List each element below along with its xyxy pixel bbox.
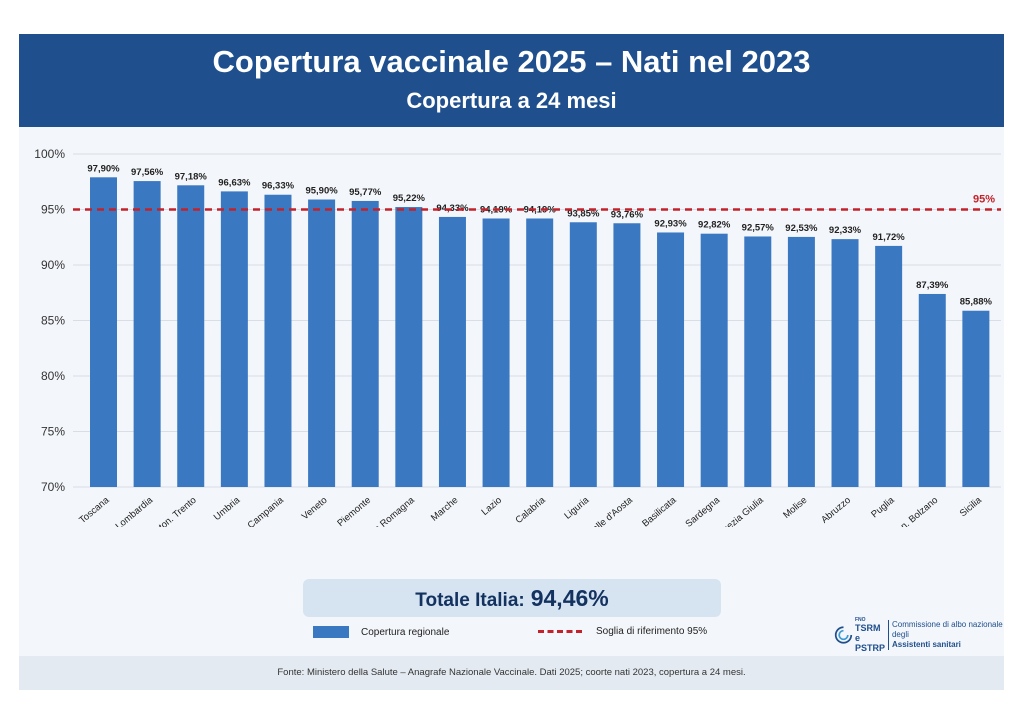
legend-line-swatch xyxy=(538,630,582,633)
total-value: 94,46% xyxy=(530,585,609,611)
x-tick-label: Lombardia xyxy=(114,494,156,527)
data-label: 95,22% xyxy=(393,193,426,204)
logo-swirl-icon xyxy=(834,626,853,644)
data-label: 92,57% xyxy=(742,222,775,233)
y-tick-label: 100% xyxy=(34,147,65,161)
bar-chart: 70% 75% 80% 85% 90% 95% 100% 97,90% Toscana 97,56… xyxy=(34,147,1001,527)
x-tick-label: Marche xyxy=(429,495,460,524)
x-tick-label: Veneto xyxy=(300,495,330,522)
legend-bar-item: Copertura regionale xyxy=(313,626,449,638)
y-tick-label: 90% xyxy=(41,258,65,272)
x-tick-label: Molise xyxy=(781,495,809,521)
y-tick-label: 80% xyxy=(41,369,65,383)
bar xyxy=(351,200,379,487)
data-label: 95,77% xyxy=(349,187,382,198)
bar xyxy=(657,232,685,487)
x-tick-label: Liguria xyxy=(562,494,591,521)
x-tick-label: Abruzzo xyxy=(819,495,853,526)
fno-tsrm-logo: FNO TSRM e PSTRP Commissione di albo naz… xyxy=(834,617,1004,653)
x-tick-label: Campania xyxy=(246,494,287,527)
bar xyxy=(133,181,161,488)
y-tick-label: 85% xyxy=(41,314,65,328)
data-label: 95,90% xyxy=(305,186,338,197)
x-tick-label: Sicilia xyxy=(958,494,985,519)
data-label: 91,72% xyxy=(873,232,906,243)
legend-line-label: Soglia di riferimento 95% xyxy=(596,626,708,637)
source-footer: Fonte: Ministero della Salute – Anagrafe… xyxy=(19,656,1004,690)
bar xyxy=(613,223,641,487)
threshold-label: 95% xyxy=(973,194,995,206)
y-tick-label: 75% xyxy=(41,425,65,439)
data-label: 93,76% xyxy=(611,209,644,220)
chart-subtitle: Copertura a 24 mesi xyxy=(406,88,617,113)
y-tick-label: 95% xyxy=(41,203,65,217)
data-label: 96,33% xyxy=(262,181,295,192)
bar xyxy=(308,199,336,487)
data-label: 87,39% xyxy=(916,280,949,291)
x-tick-label: Toscana xyxy=(77,494,112,526)
legend-line-item: Soglia di riferimento 95% xyxy=(538,626,707,637)
data-label: 97,56% xyxy=(131,167,164,178)
data-label: 92,33% xyxy=(829,225,862,236)
bar xyxy=(395,207,423,488)
bar xyxy=(177,185,205,487)
bar xyxy=(438,216,466,487)
data-label: 94,33% xyxy=(436,203,469,214)
logo-wordmark: FNO TSRM e PSTRP xyxy=(854,617,885,653)
bar xyxy=(744,236,772,487)
data-label: 92,82% xyxy=(698,220,731,231)
data-label: 96,63% xyxy=(218,177,251,188)
bar xyxy=(918,293,946,487)
bar xyxy=(220,191,248,488)
legend-bar-label: Copertura regionale xyxy=(361,626,450,638)
x-tick-label: Basilicata xyxy=(640,494,679,527)
bar xyxy=(526,218,554,487)
total-italia-box: Totale Italia: 94,46% xyxy=(303,579,721,617)
source-text: Fonte: Ministero della Salute – Anagrafe… xyxy=(277,667,746,678)
data-label: 97,90% xyxy=(87,163,120,174)
bar xyxy=(700,233,728,487)
chart-panel: 70% 75% 80% 85% 90% 95% 100% 97,90% Toscana 97,56… xyxy=(19,127,1004,690)
x-tick-label: Piemonte xyxy=(335,495,373,527)
total-label: Totale Italia: xyxy=(415,590,525,611)
y-tick-label: 70% xyxy=(41,480,65,494)
data-label: 92,53% xyxy=(785,223,818,234)
x-tick-label: Lazio xyxy=(480,495,504,518)
x-tick-label: Umbria xyxy=(212,494,243,523)
bar xyxy=(831,239,859,487)
legend-bar-swatch xyxy=(313,626,349,638)
x-tick-label: Sardegna xyxy=(683,494,722,527)
bar xyxy=(264,194,292,487)
bar xyxy=(90,177,117,487)
data-label: 85,88% xyxy=(960,297,993,308)
bar xyxy=(482,218,510,487)
data-label: 97,18% xyxy=(175,171,208,182)
bar xyxy=(787,236,815,487)
logo-caption: Commissione di albo nazionale degli Assi… xyxy=(887,620,1004,650)
bar xyxy=(569,222,597,487)
bar xyxy=(962,310,990,487)
x-tick-label: Valle d'Aosta xyxy=(586,494,635,527)
x-tick-label: Calabria xyxy=(513,494,548,526)
title-banner: Copertura vaccinale 2025 – Nati nel 2023… xyxy=(19,34,1004,127)
data-label: 94,19% xyxy=(524,204,557,215)
data-label: 93,85% xyxy=(567,208,600,219)
data-label: 92,93% xyxy=(654,218,687,229)
x-tick-label: Puglia xyxy=(869,494,897,520)
chart-title: Copertura vaccinale 2025 – Nati nel 2023 xyxy=(212,44,811,79)
bar xyxy=(875,245,903,487)
